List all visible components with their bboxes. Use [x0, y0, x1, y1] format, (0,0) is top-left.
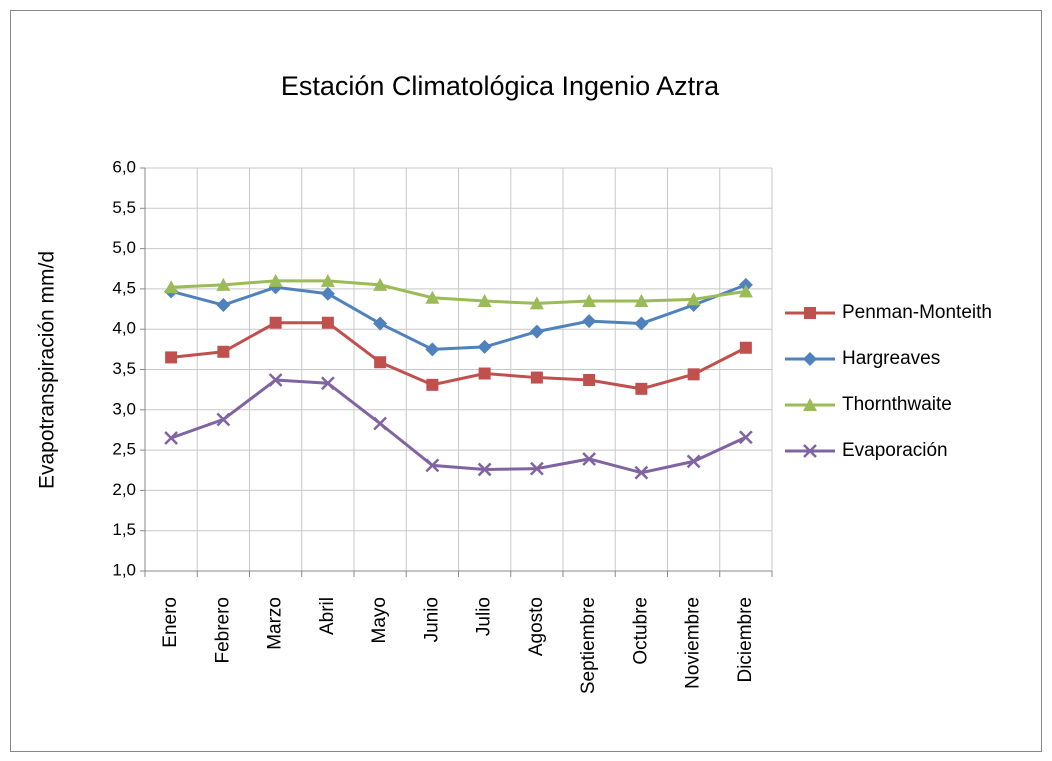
marker — [374, 356, 387, 369]
legend-marker — [803, 444, 817, 458]
marker — [269, 316, 282, 329]
y-tick-label: 1,0 — [112, 560, 136, 579]
marker — [738, 430, 753, 445]
marker — [687, 368, 700, 381]
marker — [320, 273, 335, 287]
y-tick-label: 5,0 — [112, 238, 136, 257]
marker — [320, 376, 335, 391]
y-tick-label: 2,5 — [112, 440, 136, 459]
legend-label: Thornthwaite — [842, 394, 952, 415]
x-tick-label: Mayo — [369, 597, 390, 643]
marker — [529, 461, 544, 476]
marker — [320, 286, 335, 301]
series — [164, 373, 753, 480]
marker — [425, 458, 440, 473]
marker — [634, 293, 649, 307]
chart-frame — [10, 10, 1042, 752]
legend-label: Evaporación — [842, 440, 948, 461]
marker — [268, 373, 283, 387]
legend: Penman-Monteith Hargreaves Thornthwaite Eva… — [785, 302, 992, 461]
x-tick-label: Agosto — [526, 597, 547, 656]
x-tick-label: Diciembre — [735, 597, 756, 683]
series-line — [170, 321, 747, 391]
x-tick-label: Noviembre — [683, 597, 704, 689]
legend-label: Penman-Monteith — [842, 302, 992, 323]
marker — [582, 314, 597, 329]
marker — [477, 293, 492, 307]
marker — [373, 316, 388, 331]
series-line — [170, 378, 747, 475]
marker — [268, 273, 283, 287]
marker — [216, 412, 231, 427]
series — [164, 277, 753, 357]
marker — [217, 345, 230, 358]
y-tick-label: 2,0 — [112, 480, 136, 499]
legend-marker — [803, 398, 817, 411]
marker — [426, 378, 439, 391]
x-tick-label: Marzo — [265, 597, 286, 650]
y-tick-label: 3,5 — [112, 359, 136, 378]
x-tick-label: Enero — [160, 597, 181, 648]
marker — [478, 367, 491, 380]
y-tick-label: 3,0 — [112, 399, 136, 418]
y-tick-label: 4,5 — [112, 278, 136, 297]
marker — [477, 339, 492, 354]
legend-label: Hargreaves — [842, 348, 940, 369]
y-tick-label: 6,0 — [112, 157, 136, 176]
marker — [634, 316, 649, 331]
marker — [739, 341, 752, 354]
marker — [216, 277, 231, 291]
x-tick-label: Julio — [474, 597, 495, 636]
marker — [321, 316, 334, 329]
legend-marker — [803, 352, 817, 366]
marker — [165, 351, 178, 364]
marker — [635, 382, 648, 395]
marker — [216, 298, 231, 313]
marker — [373, 277, 388, 291]
marker — [738, 284, 753, 298]
marker — [477, 462, 492, 477]
marker — [529, 324, 544, 339]
x-tick-label: Febrero — [212, 597, 233, 664]
marker — [164, 280, 179, 294]
legend-marker — [804, 307, 816, 319]
marker — [425, 342, 440, 357]
marker — [686, 292, 701, 306]
series — [164, 273, 753, 310]
series-line — [171, 279, 747, 305]
marker — [634, 465, 649, 480]
marker — [582, 293, 597, 307]
marker — [686, 454, 701, 469]
marker — [529, 296, 544, 310]
x-tick-label: Junio — [421, 597, 442, 642]
y-axis-label: Evapotranspiración mm/d — [36, 251, 59, 489]
series-line — [170, 283, 747, 351]
marker — [425, 290, 440, 304]
marker — [530, 371, 543, 384]
marker — [373, 416, 388, 431]
x-tick-label: Septiembre — [578, 597, 599, 694]
x-tick-label: Octubre — [630, 597, 651, 665]
y-tick-label: 5,5 — [112, 198, 136, 217]
marker — [164, 431, 179, 445]
y-tick-label: 1,5 — [112, 520, 136, 539]
marker — [582, 452, 597, 466]
chart-title: Estación Climatológica Ingenio Aztra — [281, 71, 720, 101]
series — [165, 316, 752, 395]
x-tick-label: Abril — [317, 597, 338, 635]
y-tick-label: 4,0 — [112, 319, 136, 338]
marker — [583, 373, 596, 386]
